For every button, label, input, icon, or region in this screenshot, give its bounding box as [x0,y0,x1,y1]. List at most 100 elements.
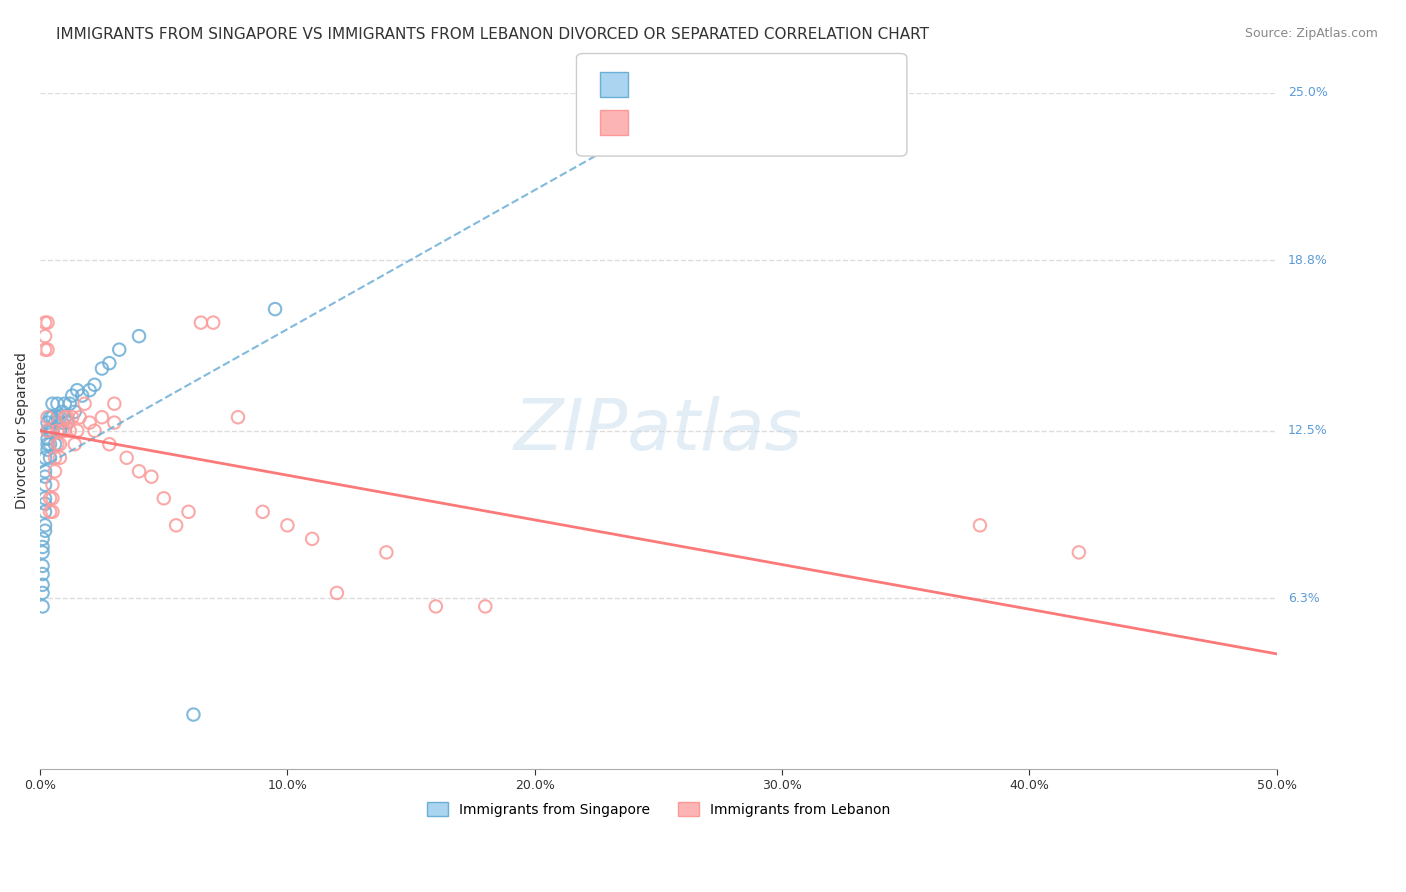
Point [103,416,125,430]
Point [49,450,72,465]
Point [66,424,89,438]
Point [31,558,53,573]
Point [31,545,53,559]
Point [31,566,53,581]
Point [49,410,72,425]
Point [70,388,93,402]
Point [37,410,59,425]
Point [141,469,163,483]
Point [31,586,53,600]
Point [63,437,86,451]
Point [83,377,105,392]
Point [37,316,59,330]
Point [37,432,59,446]
Point [34,316,56,330]
Point [128,464,150,478]
Point [60,388,83,402]
Point [1067,545,1090,559]
Point [190,316,212,330]
Point [969,518,991,533]
Point [91,410,114,425]
Point [37,442,59,457]
Point [252,505,274,519]
Point [46,410,69,425]
Point [44,464,66,478]
Point [37,424,59,438]
Point [226,410,249,425]
Point [39,437,62,451]
Point [66,383,89,397]
Point [31,578,53,592]
Point [41,491,63,506]
Point [425,599,447,614]
Point [115,450,138,465]
Point [37,416,59,430]
Point [51,416,73,430]
Point [31,599,53,614]
Point [34,329,56,343]
Point [41,397,63,411]
Point [53,410,76,425]
Text: N =: N = [741,78,773,92]
Text: 0.035: 0.035 [682,78,728,92]
Point [44,437,66,451]
Point [34,524,56,538]
Point [46,437,69,451]
Point [39,505,62,519]
Point [37,343,59,357]
Point [73,397,96,411]
Point [44,416,66,430]
Point [375,545,398,559]
Point [98,356,121,370]
Point [98,437,121,451]
Point [34,491,56,506]
Point [49,437,72,451]
Point [128,329,150,343]
Point [91,361,114,376]
Point [46,397,69,411]
Point [177,505,200,519]
Text: ZIPatlas: ZIPatlas [515,396,803,466]
Point [103,397,125,411]
Text: 12.5%: 12.5% [1288,425,1327,437]
Point [39,410,62,425]
Point [276,518,298,533]
Point [79,416,101,430]
Text: 18.8%: 18.8% [1288,254,1327,267]
Point [41,424,63,438]
Point [34,469,56,483]
Point [39,450,62,465]
Text: IMMIGRANTS FROM SINGAPORE VS IMMIGRANTS FROM LEBANON DIVORCED OR SEPARATED CORRE: IMMIGRANTS FROM SINGAPORE VS IMMIGRANTS … [56,27,929,42]
Point [474,599,496,614]
Y-axis label: Divorced or Separated: Divorced or Separated [15,352,30,509]
Text: R =: R = [640,115,671,129]
Point [41,505,63,519]
Point [56,416,79,430]
Point [49,424,72,438]
Point [46,424,69,438]
Point [53,410,76,425]
Legend: Immigrants from Singapore, Immigrants from Lebanon: Immigrants from Singapore, Immigrants fr… [422,797,896,822]
Point [83,424,105,438]
Point [108,343,131,357]
Point [34,518,56,533]
Point [60,410,83,425]
Point [326,586,349,600]
Point [301,532,323,546]
Point [56,410,79,425]
Text: 6.3%: 6.3% [1288,591,1320,605]
Point [34,343,56,357]
Point [51,405,73,419]
Point [31,532,53,546]
Point [63,405,86,419]
Text: R =: R = [640,78,671,92]
Point [34,497,56,511]
Text: 53: 53 [780,78,800,92]
Point [39,424,62,438]
Point [264,302,287,317]
Point [59,424,82,438]
Point [34,450,56,465]
Point [59,397,82,411]
Point [39,491,62,506]
Point [79,383,101,397]
